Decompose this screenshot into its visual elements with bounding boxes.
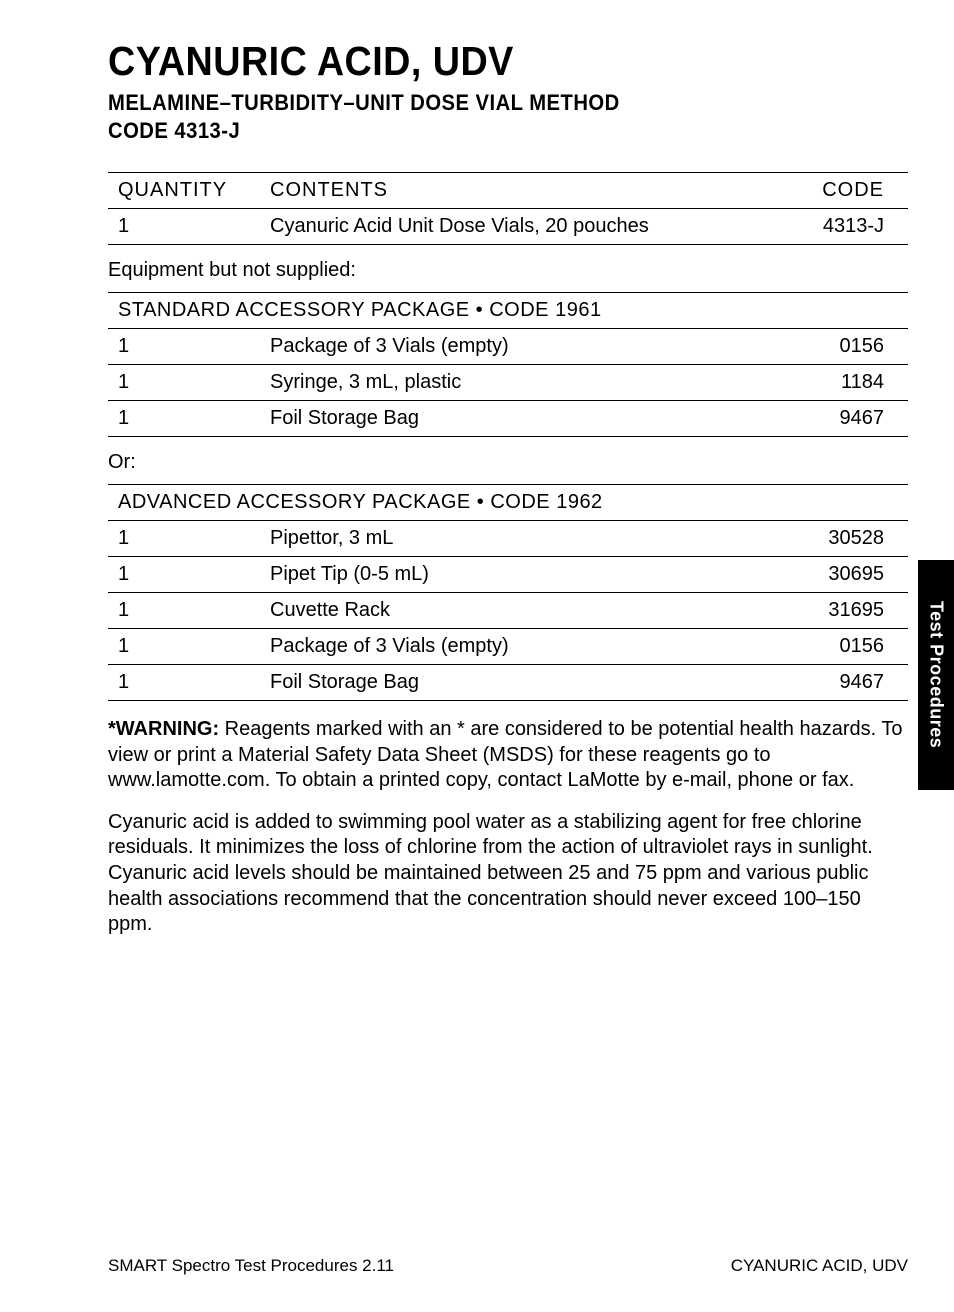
col-contents: CONTENTS — [268, 173, 768, 209]
subtitle-line-2: CODE 4313-J — [108, 118, 240, 143]
table-row: 1 Syringe, 3 mL, plastic 1184 — [108, 365, 908, 401]
cell-code: 4313-J — [768, 209, 908, 245]
description-paragraph: Cyanuric acid is added to swimming pool … — [108, 810, 908, 938]
cell-contents: Cyanuric Acid Unit Dose Vials, 20 pouche… — [268, 209, 768, 245]
advanced-package-table: ADVANCED ACCESSORY PACKAGE • CODE 1962 1… — [108, 484, 908, 701]
cell-contents: Pipet Tip (0-5 mL) — [268, 557, 768, 593]
cell-code: 9467 — [768, 401, 908, 437]
cell-contents: Package of 3 Vials (empty) — [268, 629, 768, 665]
table-row: 1 Package of 3 Vials (empty) 0156 — [108, 629, 908, 665]
cell-qty: 1 — [108, 209, 268, 245]
cell-contents: Package of 3 Vials (empty) — [268, 329, 768, 365]
advanced-pkg-header: ADVANCED ACCESSORY PACKAGE • CODE 1962 — [108, 485, 908, 521]
table-row: 1 Foil Storage Bag 9467 — [108, 665, 908, 701]
title-block: • • • • • • • • • • • • • • • • • • • • … — [108, 38, 908, 85]
cell-code: 30528 — [768, 521, 908, 557]
cell-code: 0156 — [768, 629, 908, 665]
footer-right: CYANURIC ACID, UDV — [731, 1256, 908, 1276]
standard-package-table: STANDARD ACCESSORY PACKAGE • CODE 1961 1… — [108, 292, 908, 437]
cell-contents: Syringe, 3 mL, plastic — [268, 365, 768, 401]
cell-contents: Pipettor, 3 mL — [268, 521, 768, 557]
col-quantity: QUANTITY — [108, 173, 268, 209]
page-title: CYANURIC ACID, UDV — [108, 38, 844, 85]
cell-code: 1184 — [768, 365, 908, 401]
footer-left: SMART Spectro Test Procedures 2.11 — [108, 1256, 394, 1276]
subtitle-line-1: MELAMINE–TURBIDITY–UNIT DOSE VIAL METHOD — [108, 90, 620, 115]
table-row: 1 Cyanuric Acid Unit Dose Vials, 20 pouc… — [108, 209, 908, 245]
cell-contents: Foil Storage Bag — [268, 401, 768, 437]
table-row: 1 Cuvette Rack 31695 — [108, 593, 908, 629]
cell-qty: 1 — [108, 365, 268, 401]
standard-pkg-header: STANDARD ACCESSORY PACKAGE • CODE 1961 — [108, 293, 908, 329]
cell-qty: 1 — [108, 521, 268, 557]
footer-right-bold: CYANURIC ACID — [731, 1256, 863, 1275]
side-tab: Test Procedures — [918, 560, 954, 790]
cell-contents: Foil Storage Bag — [268, 665, 768, 701]
warning-label: *WARNING: — [108, 718, 219, 740]
table-row: 1 Foil Storage Bag 9467 — [108, 401, 908, 437]
footer-right-rest: , UDV — [863, 1256, 908, 1275]
table-header-row: QUANTITY CONTENTS CODE — [108, 173, 908, 209]
cell-code: 0156 — [768, 329, 908, 365]
cell-code: 9467 — [768, 665, 908, 701]
or-label: Or: — [108, 451, 908, 474]
side-tab-label: Test Procedures — [926, 601, 947, 748]
cell-qty: 1 — [108, 401, 268, 437]
cell-code: 31695 — [768, 593, 908, 629]
warning-text: Reagents marked with an * are considered… — [108, 718, 903, 791]
equipment-label: Equipment but not supplied: — [108, 259, 908, 282]
cell-qty: 1 — [108, 557, 268, 593]
table-row: 1 Pipet Tip (0-5 mL) 30695 — [108, 557, 908, 593]
cell-qty: 1 — [108, 329, 268, 365]
cell-code: 30695 — [768, 557, 908, 593]
table-row: 1 Pipettor, 3 mL 30528 — [108, 521, 908, 557]
page-footer: SMART Spectro Test Procedures 2.11 CYANU… — [108, 1256, 908, 1276]
table-section-header: STANDARD ACCESSORY PACKAGE • CODE 1961 — [108, 293, 908, 329]
page-subtitle: MELAMINE–TURBIDITY–UNIT DOSE VIAL METHOD… — [108, 89, 844, 144]
cell-contents: Cuvette Rack — [268, 593, 768, 629]
cell-qty: 1 — [108, 629, 268, 665]
table-row: 1 Package of 3 Vials (empty) 0156 — [108, 329, 908, 365]
cell-qty: 1 — [108, 665, 268, 701]
warning-paragraph: *WARNING: Reagents marked with an * are … — [108, 717, 908, 794]
col-code: CODE — [768, 173, 908, 209]
cell-qty: 1 — [108, 593, 268, 629]
table-section-header: ADVANCED ACCESSORY PACKAGE • CODE 1962 — [108, 485, 908, 521]
main-contents-table: QUANTITY CONTENTS CODE 1 Cyanuric Acid U… — [108, 172, 908, 245]
